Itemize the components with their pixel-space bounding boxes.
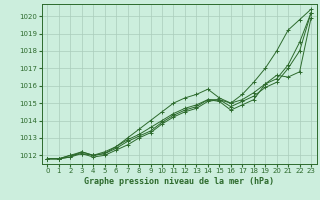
X-axis label: Graphe pression niveau de la mer (hPa): Graphe pression niveau de la mer (hPa)	[84, 177, 274, 186]
